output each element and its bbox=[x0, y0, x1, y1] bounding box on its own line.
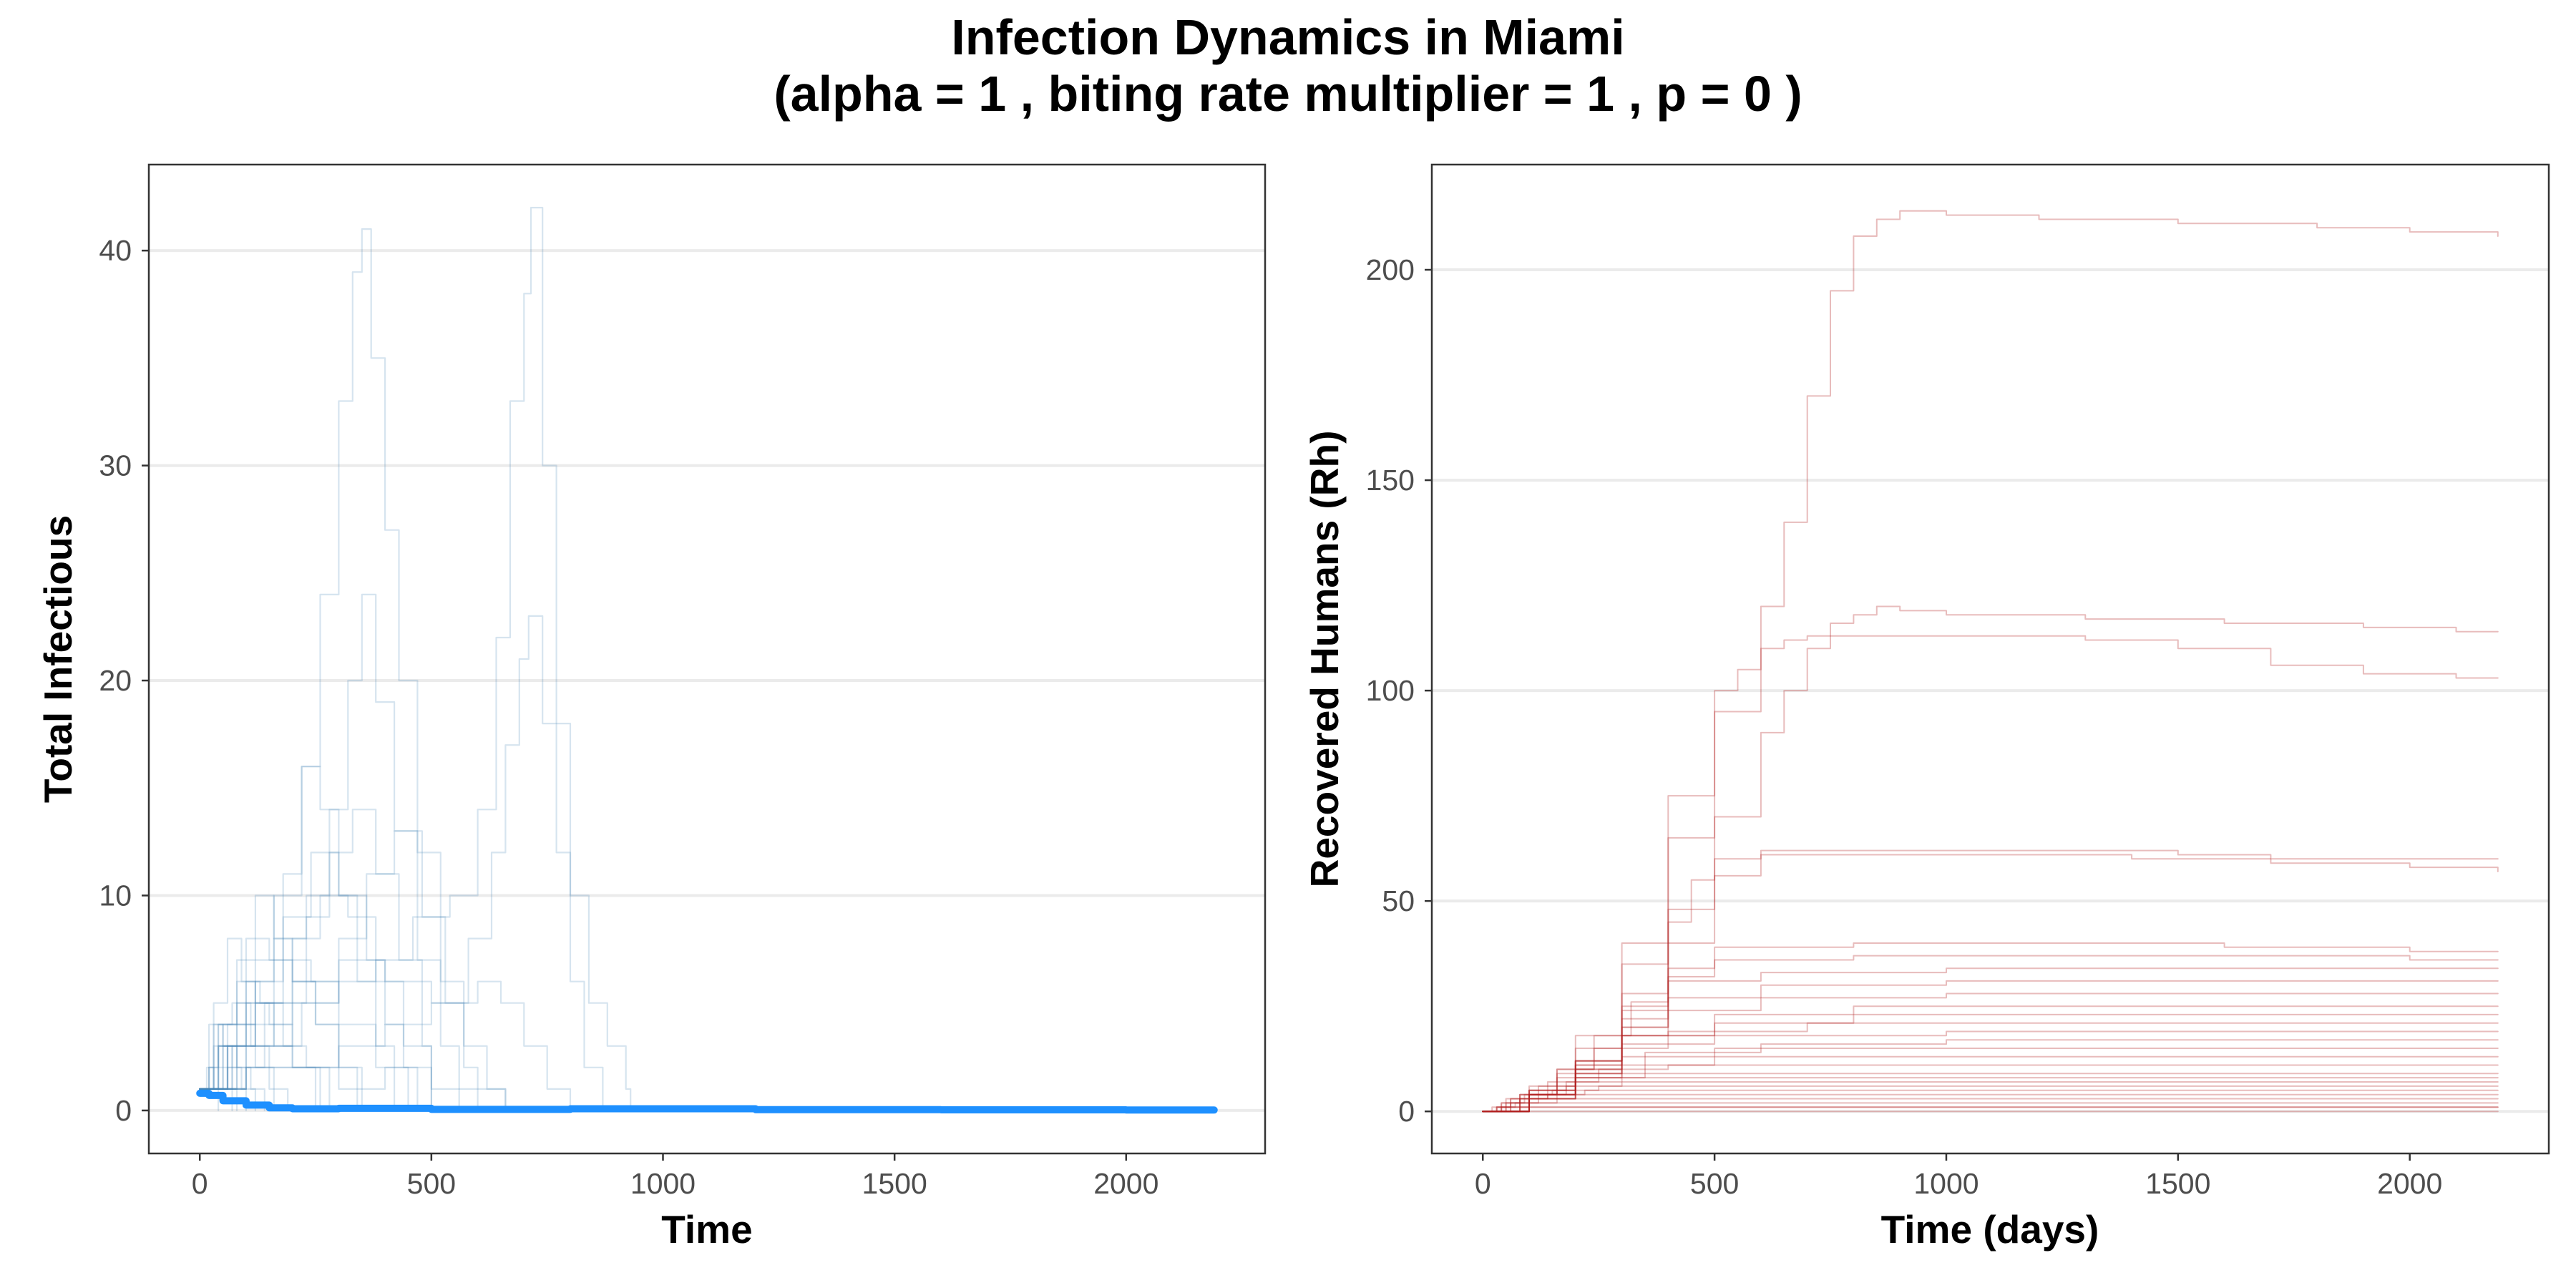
right-series-run-final-23 bbox=[1482, 1013, 2499, 1113]
left-series-run-peak-24 bbox=[199, 615, 604, 1111]
left-series-run-long-tail bbox=[199, 1066, 507, 1111]
right-x-axis-title: Time (days) bbox=[1881, 1207, 2099, 1252]
right-series-run-final-15 bbox=[1482, 1048, 2499, 1113]
right-y-tick-label-0: 0 bbox=[1398, 1095, 1415, 1128]
right-series-run-final-17 bbox=[1482, 1039, 2499, 1113]
left-y-tick-label-10: 10 bbox=[99, 879, 132, 912]
right-series-run-final-8 bbox=[1482, 1077, 2499, 1113]
right-y-axis-title: Recovered Humans (Rh) bbox=[1302, 431, 1347, 888]
left-series-run-peak-4b bbox=[199, 1023, 265, 1111]
left-series-run-peak-8 bbox=[199, 937, 363, 1111]
right-panel-border bbox=[1430, 163, 2550, 1155]
left-x-ticks: 0 500 1000 1500 2000 bbox=[192, 1153, 1158, 1200]
left-y-tick-label-20: 20 bbox=[99, 664, 132, 697]
right-series-run-final-6 bbox=[1482, 1085, 2499, 1113]
right-y-tick-label-200: 200 bbox=[1366, 253, 1415, 286]
left-series-run-peak-3b bbox=[199, 1045, 247, 1111]
right-x-tick-label-1000: 1000 bbox=[1913, 1167, 1979, 1200]
right-series-run-final-114 bbox=[1482, 605, 2499, 1113]
right-chart-panel: 0 500 1000 1500 2000 0 50 100 150 200 Time (days… bbox=[1302, 163, 2550, 1252]
right-series-run-final-38 bbox=[1482, 942, 2499, 1113]
left-series-run-peak-12 bbox=[199, 852, 419, 1111]
right-y-tick-label-100: 100 bbox=[1366, 674, 1415, 707]
left-series-run-peak-42 bbox=[199, 207, 632, 1111]
left-x-tick-label-1000: 1000 bbox=[630, 1167, 696, 1200]
left-series-run-peak-7 bbox=[199, 959, 409, 1111]
right-series-run-final-4 bbox=[1482, 1093, 2499, 1113]
right-series-run-final-3 bbox=[1482, 1098, 2499, 1113]
right-y-tick-label-50: 50 bbox=[1382, 884, 1415, 917]
right-series-run-final-57 bbox=[1482, 854, 2499, 1113]
left-chart-panel: 0 500 1000 1500 2000 0 10 20 30 40 Time Total In… bbox=[36, 163, 1267, 1252]
right-series-run-final-1b bbox=[1482, 1106, 2499, 1113]
left-series-mean bbox=[196, 1089, 1218, 1114]
left-series-run-peak-4 bbox=[199, 1023, 275, 1111]
left-x-tick-label-1500: 1500 bbox=[862, 1167, 927, 1200]
left-y-ticks: 0 10 20 30 40 bbox=[99, 234, 149, 1127]
left-series-run-peak-13 bbox=[199, 830, 479, 1111]
right-y-ticks: 0 50 100 150 200 bbox=[1366, 253, 1432, 1128]
right-series-run-final-19 bbox=[1482, 1030, 2499, 1113]
right-series-run-final-7 bbox=[1482, 1081, 2499, 1113]
right-y-tick-label-150: 150 bbox=[1366, 464, 1415, 497]
figure-title-line-1: Infection Dynamics in Miami bbox=[951, 9, 1624, 65]
right-x-tick-label-500: 500 bbox=[1690, 1167, 1739, 1200]
right-x-tick-label-2000: 2000 bbox=[2377, 1167, 2442, 1200]
left-series-run-peak-6 bbox=[199, 980, 331, 1111]
left-series-run-peak-5 bbox=[199, 1002, 321, 1111]
right-x-ticks: 0 500 1000 1500 2000 bbox=[1475, 1153, 2442, 1200]
left-series-run-peak-6b bbox=[199, 980, 572, 1111]
right-series-run-final-36 bbox=[1482, 955, 2499, 1113]
left-series-run-peak-2 bbox=[199, 1066, 238, 1111]
figure-title-line-2: (alpha = 1 , biting rate multiplier = 1 … bbox=[774, 66, 1802, 122]
right-series-run-final-208 bbox=[1482, 210, 2499, 1113]
right-x-tick-label-1500: 1500 bbox=[2145, 1167, 2210, 1200]
right-series-run-final-28 bbox=[1482, 992, 2499, 1113]
left-series-run-peak-16 bbox=[199, 766, 396, 1111]
left-mean-group bbox=[196, 1089, 1218, 1114]
right-series-run-final-34 bbox=[1482, 967, 2499, 1113]
left-series-run-peak-14 bbox=[199, 809, 432, 1111]
left-series-run-peak-8b bbox=[199, 937, 317, 1111]
left-x-tick-label-2000: 2000 bbox=[1093, 1167, 1158, 1200]
right-series-run-final-1 bbox=[1482, 1106, 2499, 1113]
right-series-run-final-25 bbox=[1482, 1005, 2499, 1113]
right-series-run-final-11 bbox=[1482, 1064, 2499, 1113]
left-panel-border bbox=[147, 163, 1267, 1155]
right-series-run-final-103 bbox=[1482, 635, 2499, 1113]
left-series-run-peak-10b bbox=[199, 894, 432, 1111]
right-series-run-final-60 bbox=[1482, 849, 2499, 1113]
left-y-tick-label-40: 40 bbox=[99, 234, 132, 267]
left-x-axis-title: Time bbox=[661, 1207, 752, 1252]
right-grid bbox=[1432, 268, 2549, 1113]
left-series-run-peak-24b bbox=[199, 593, 460, 1111]
left-series-run-peak-3 bbox=[199, 1045, 256, 1111]
left-y-tick-label-30: 30 bbox=[99, 449, 132, 482]
right-x-tick-label-0: 0 bbox=[1475, 1167, 1491, 1200]
right-series-run-final-9 bbox=[1482, 1073, 2499, 1113]
left-y-axis-title: Total Infectious bbox=[36, 515, 80, 803]
left-x-tick-label-500: 500 bbox=[407, 1167, 456, 1200]
left-series-run-peak-2b bbox=[199, 1066, 233, 1111]
right-series-run-final-13 bbox=[1482, 1055, 2499, 1113]
right-series-run-final-31 bbox=[1482, 980, 2499, 1113]
right-series-group bbox=[1482, 210, 2499, 1113]
left-series-run-peak-40 bbox=[199, 228, 507, 1111]
left-x-tick-label-0: 0 bbox=[192, 1167, 208, 1200]
right-series-run-final-21 bbox=[1482, 1022, 2499, 1113]
right-series-run-final-5 bbox=[1482, 1089, 2499, 1113]
left-series-run-peak-10 bbox=[199, 894, 358, 1111]
left-series-run-peak-5b bbox=[199, 1002, 289, 1111]
right-series-run-final-2 bbox=[1482, 1102, 2499, 1113]
left-series-group bbox=[199, 207, 632, 1111]
left-y-tick-label-0: 0 bbox=[115, 1094, 132, 1127]
